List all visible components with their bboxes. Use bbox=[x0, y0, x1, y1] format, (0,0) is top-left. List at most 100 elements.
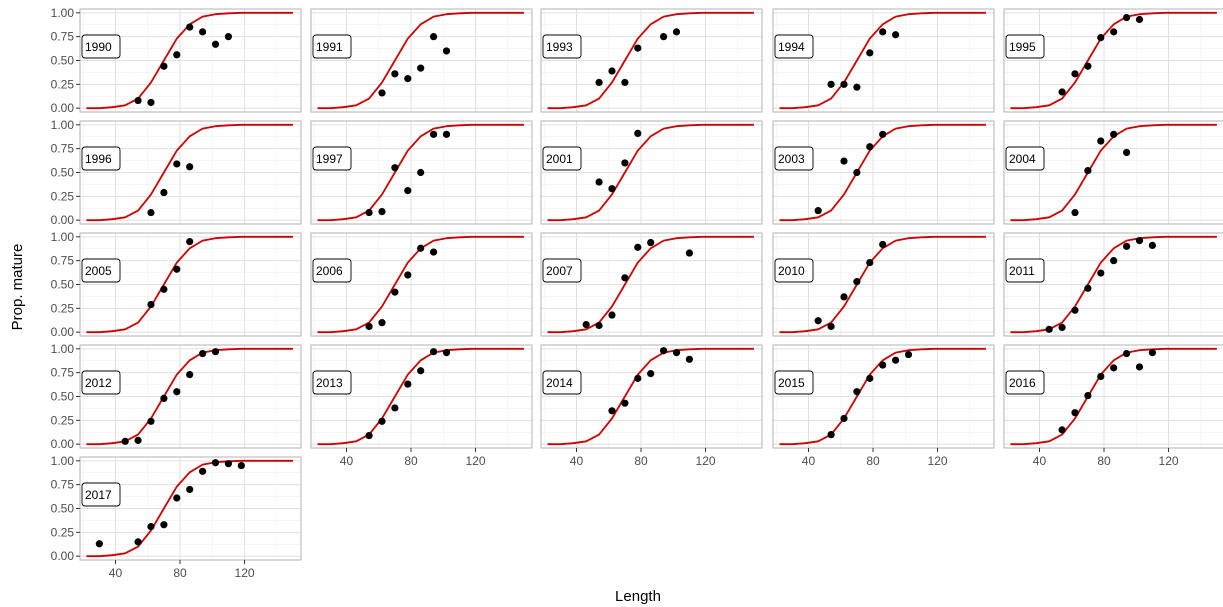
x-tick-label: 80 bbox=[404, 454, 418, 468]
panel-border bbox=[772, 120, 995, 225]
year-label-box bbox=[542, 258, 582, 283]
data-point bbox=[198, 349, 207, 358]
data-point bbox=[1058, 88, 1066, 96]
data-point bbox=[814, 317, 822, 325]
fitted-curve bbox=[86, 347, 293, 446]
year-label: 2010 bbox=[778, 264, 805, 278]
y-tick-label: 1.00 bbox=[51, 230, 75, 244]
data-point bbox=[404, 75, 412, 83]
data-point bbox=[417, 64, 425, 72]
y-tick-label: 0.25 bbox=[51, 77, 75, 91]
data-point bbox=[853, 278, 861, 286]
facet-panel-2007: 2007 bbox=[540, 232, 763, 337]
data-point bbox=[814, 207, 822, 215]
data-point bbox=[595, 321, 603, 330]
data-point bbox=[1122, 13, 1131, 22]
year-label: 2012 bbox=[85, 376, 112, 390]
y-tick-label: 0.00 bbox=[51, 437, 75, 451]
data-point bbox=[1045, 325, 1053, 333]
fitted-curve bbox=[86, 235, 293, 334]
facet-panel-1993: 1993 bbox=[540, 8, 763, 113]
data-point bbox=[173, 388, 181, 396]
data-point bbox=[391, 164, 399, 172]
data-point bbox=[634, 44, 642, 52]
data-point bbox=[879, 361, 887, 369]
data-point bbox=[1071, 306, 1079, 314]
fitted-curve bbox=[1010, 235, 1217, 334]
fitted-curve bbox=[547, 123, 754, 222]
data-point bbox=[685, 249, 694, 257]
panel-border bbox=[772, 232, 995, 337]
x-tick-label: 80 bbox=[634, 454, 648, 468]
fitted-curve bbox=[86, 123, 293, 222]
data-point bbox=[391, 404, 399, 412]
data-point bbox=[147, 208, 155, 217]
data-point bbox=[1084, 284, 1092, 292]
year-label-box bbox=[81, 370, 121, 395]
data-point bbox=[147, 98, 155, 107]
data-point bbox=[1071, 409, 1079, 417]
y-tick-label: 0.50 bbox=[51, 54, 75, 68]
year-label-box bbox=[81, 482, 121, 507]
data-point bbox=[595, 78, 603, 87]
data-point bbox=[840, 157, 848, 165]
data-point bbox=[404, 380, 412, 388]
year-label: 1995 bbox=[1009, 40, 1036, 54]
data-point bbox=[1097, 137, 1105, 145]
data-point bbox=[634, 243, 642, 251]
y-axis-layer: 0.00 0.25 0.50 0.75 1.00 0.00 0.25 0.50 0.75 1.00… bbox=[51, 6, 80, 563]
y-tick-label: 0.00 bbox=[51, 325, 75, 339]
fitted-curve bbox=[547, 235, 754, 334]
x-axis-layer: 40 80 120 40 80 120 40 80 120 40 80 120 40 80 120 bbox=[109, 448, 1179, 580]
year-label-box bbox=[312, 258, 352, 283]
facet-panel-2016: 2016 bbox=[1003, 344, 1223, 449]
panel-border bbox=[540, 344, 763, 449]
data-point bbox=[365, 208, 373, 217]
data-point bbox=[173, 494, 181, 502]
y-tick-label: 0.00 bbox=[51, 101, 75, 115]
year-label-box bbox=[81, 146, 121, 171]
data-point bbox=[866, 143, 874, 151]
year-label: 2004 bbox=[1009, 152, 1036, 166]
x-tick-label: 40 bbox=[109, 566, 123, 580]
x-tick-label: 120 bbox=[696, 454, 716, 468]
year-label: 1996 bbox=[85, 152, 112, 166]
data-point bbox=[365, 432, 373, 440]
panel-border bbox=[772, 344, 995, 449]
data-point bbox=[378, 319, 386, 327]
facet-panel-1994: 1994 bbox=[772, 8, 995, 113]
x-tick-label: 80 bbox=[866, 454, 880, 468]
year-label-box bbox=[542, 146, 582, 171]
data-point bbox=[160, 521, 168, 529]
data-point bbox=[429, 33, 438, 41]
y-tick-label: 0.75 bbox=[51, 254, 75, 268]
y-tick-label: 0.50 bbox=[51, 278, 75, 292]
y-tick-label: 0.75 bbox=[51, 366, 75, 380]
facet-panel-2015: 2015 bbox=[772, 344, 995, 449]
data-point bbox=[1084, 62, 1092, 70]
data-point bbox=[879, 240, 887, 249]
year-label-box bbox=[542, 370, 582, 395]
fitted-curve bbox=[779, 11, 986, 110]
facet-panel-1991: 1991 bbox=[310, 8, 533, 113]
data-point bbox=[198, 28, 207, 36]
y-tick-label: 0.50 bbox=[51, 390, 75, 404]
data-point bbox=[147, 417, 155, 425]
fitted-curve bbox=[317, 11, 524, 110]
y-axis-title: Prop. mature bbox=[9, 244, 26, 331]
year-label: 1991 bbox=[316, 40, 343, 54]
y-tick-label: 0.75 bbox=[51, 478, 75, 492]
facet-panel-2010: 2010 bbox=[772, 232, 995, 337]
data-point bbox=[853, 388, 861, 396]
fitted-curve bbox=[1010, 347, 1217, 446]
facet-panel-2003: 2003 bbox=[772, 120, 995, 225]
year-label-box bbox=[1005, 258, 1045, 283]
facet-panel-1996: 1996 bbox=[79, 120, 302, 225]
year-label: 1994 bbox=[778, 40, 805, 54]
fitted-curve bbox=[317, 123, 524, 222]
fitted-curve bbox=[86, 459, 293, 558]
data-point bbox=[853, 168, 861, 177]
data-point bbox=[134, 436, 142, 444]
year-label-box bbox=[1005, 146, 1045, 171]
